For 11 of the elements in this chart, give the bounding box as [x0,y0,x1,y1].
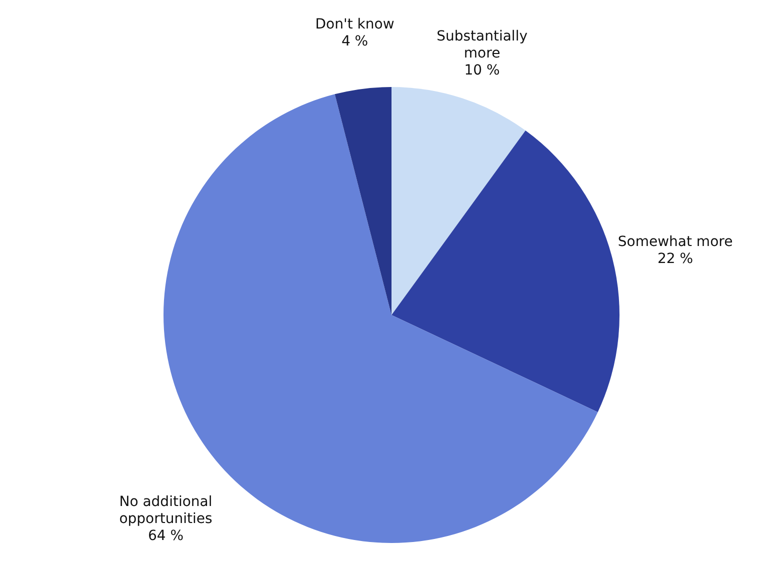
slice-label: Don't know [315,16,394,32]
slice-label: No additional opportunities [119,494,212,527]
pie-slice [392,130,620,412]
pie-slice [334,87,392,315]
pie-slice [392,87,526,315]
data-label: 4 % [341,33,368,50]
slice-label: Somewhat more [618,234,733,250]
data-label: 10 % [464,62,500,78]
data-label: 64 % [148,528,184,544]
data-label: 22 % [658,251,694,268]
slice-label: Substantially more [436,28,528,62]
